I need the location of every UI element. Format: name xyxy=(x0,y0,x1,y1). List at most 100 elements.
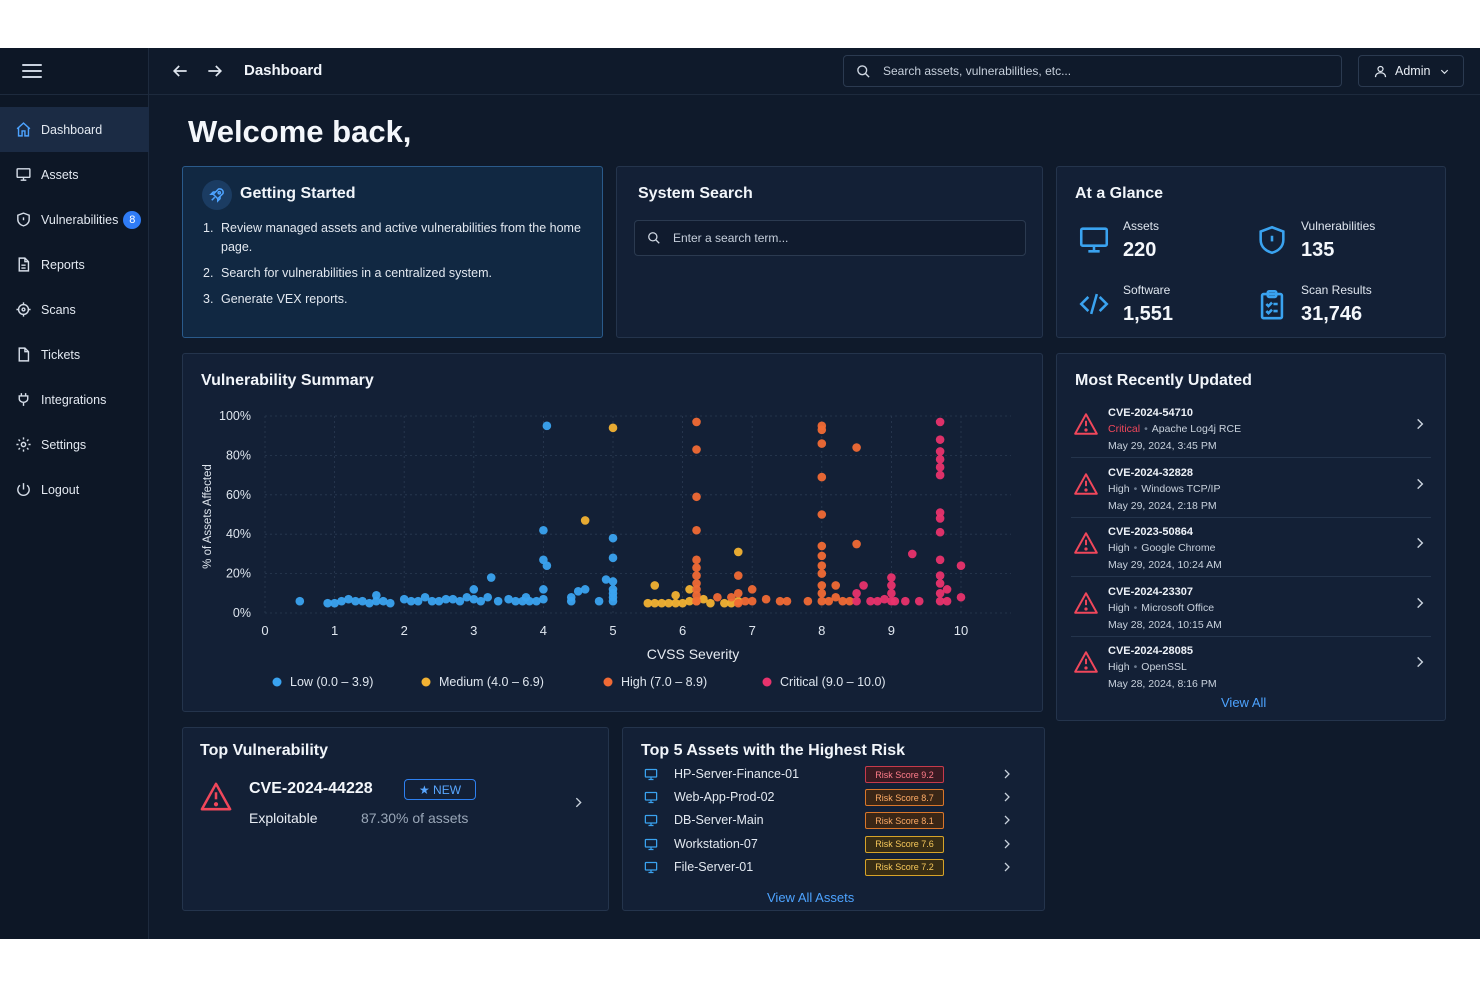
chevron-right-icon[interactable] xyxy=(572,795,585,810)
table-row[interactable]: File-Server-01 Risk Score 7.2 xyxy=(641,857,1031,879)
chevron-right-icon[interactable] xyxy=(1413,417,1427,431)
chevron-right-icon[interactable] xyxy=(1413,596,1427,610)
sidebar-item-scans[interactable]: Scans xyxy=(0,287,149,332)
vulnerability-summary-card: Vulnerability Summary 0 1 2 3 4 5 6 7 8 9 10 0% 20% 4… xyxy=(182,353,1043,712)
scatter-point xyxy=(720,598,729,608)
cve-id: CVE-2024-28085 xyxy=(1108,645,1194,657)
scatter-point xyxy=(817,561,827,571)
global-search[interactable] xyxy=(843,55,1342,87)
scatter-point xyxy=(692,563,701,572)
scatter-point xyxy=(608,577,618,586)
sidebar-item-reports[interactable]: Reports xyxy=(0,242,149,287)
scatter-point xyxy=(817,581,827,590)
scatter-point xyxy=(852,589,861,598)
shield-icon xyxy=(1259,225,1285,255)
table-row[interactable]: HP-Server-Finance-01 Risk Score 9.2 xyxy=(641,764,1031,786)
global-search-input[interactable] xyxy=(883,64,1341,78)
legend-swatch xyxy=(603,677,613,687)
getting-started-card: Getting Started 1. Review managed assets … xyxy=(182,166,603,338)
sidebar-item-label: Scans xyxy=(41,302,76,317)
menu-icon[interactable] xyxy=(22,64,42,78)
scatter-point xyxy=(817,510,827,519)
severity-label: High xyxy=(1108,542,1130,554)
exploitable-status: Exploitable xyxy=(249,810,318,826)
user-menu-button[interactable]: Admin xyxy=(1358,55,1464,87)
scatter-point xyxy=(330,598,339,608)
severity-label: Critical xyxy=(1108,423,1141,435)
chevron-right-icon[interactable] xyxy=(1001,768,1013,780)
scatter-point xyxy=(486,573,496,582)
scatter-point xyxy=(539,594,548,604)
table-row[interactable]: Web-App-Prod-02 Risk Score 8.7 xyxy=(641,787,1031,809)
severity-label: High xyxy=(1108,482,1130,495)
sidebar-item-vulnerabilities[interactable]: Vulnerabilities 8 xyxy=(0,197,149,242)
scatter-point xyxy=(351,596,360,606)
table-row[interactable]: DB-Server-Main Risk Score 8.1 xyxy=(641,810,1031,832)
back-arrow-icon[interactable] xyxy=(170,61,190,81)
top-assets-title: Top 5 Assets with the Highest Risk xyxy=(641,742,906,759)
chevron-right-icon[interactable] xyxy=(1001,838,1013,850)
list-item[interactable]: CVE-2024-32828 High • Windows TCP/IP May 29,… xyxy=(1071,458,1431,518)
sidebar-top xyxy=(0,48,148,95)
product-label: Windows TCP/IP xyxy=(1141,482,1221,495)
scatter-point xyxy=(692,492,701,502)
chevron-right-icon[interactable] xyxy=(1413,536,1427,550)
forward-arrow-icon[interactable] xyxy=(205,61,225,81)
monitor-icon xyxy=(644,792,658,804)
sidebar-item-tickets[interactable]: Tickets xyxy=(0,332,149,377)
page-title: Dashboard xyxy=(244,62,323,79)
clipboard-icon xyxy=(1260,289,1284,320)
search-icon xyxy=(648,232,660,244)
sidebar-item-settings[interactable]: Settings xyxy=(0,422,149,467)
chevron-down-icon xyxy=(1441,69,1449,74)
scatter-point xyxy=(880,594,889,604)
sidebar-nav: Dashboard Assets Vulnerabilities 8 Repor… xyxy=(0,107,149,512)
sidebar-item-assets[interactable]: Assets xyxy=(0,152,149,197)
scatter-point xyxy=(650,581,660,590)
scatter-point xyxy=(887,589,896,598)
list-item[interactable]: CVE-2024-28085 High • OpenSSL May 28, 2024, … xyxy=(1071,636,1431,696)
system-search-input[interactable] xyxy=(673,231,1025,245)
scatter-point xyxy=(935,589,945,598)
scatter-point xyxy=(385,598,395,608)
stat-scan-results[interactable]: Scan Results 31,746 xyxy=(1255,279,1372,326)
scatter-point xyxy=(831,592,841,602)
chevron-right-icon[interactable] xyxy=(1001,814,1013,826)
cve-id: CVE-2023-50864 xyxy=(1108,526,1194,538)
view-all-link[interactable]: View All xyxy=(1221,695,1267,710)
chevron-right-icon[interactable] xyxy=(1413,655,1427,669)
scatter-point xyxy=(852,539,861,549)
chevron-right-icon[interactable] xyxy=(1001,791,1013,803)
stat-assets[interactable]: Assets 220 xyxy=(1077,215,1159,262)
sidebar-item-label: Logout xyxy=(41,482,80,497)
stat-vulnerabilities[interactable]: Vulnerabilities 135 xyxy=(1255,215,1375,262)
legend-entry: High (7.0 – 8.9) xyxy=(621,675,707,689)
sidebar-item-dashboard[interactable]: Dashboard xyxy=(0,107,149,152)
scatter-point xyxy=(601,575,611,584)
asset-name: DB-Server-Main xyxy=(674,813,764,828)
severity-label: High xyxy=(1108,601,1130,614)
chevron-right-icon[interactable] xyxy=(1413,477,1427,491)
chevron-right-icon[interactable] xyxy=(1001,861,1013,873)
scatter-point xyxy=(845,596,854,606)
scatter-point xyxy=(483,592,493,602)
list-item[interactable]: CVE-2023-50864 High • Google Chrome May 29, … xyxy=(1071,517,1431,577)
system-search-box[interactable] xyxy=(634,220,1026,256)
stat-software[interactable]: Software 1,551 xyxy=(1077,279,1173,326)
top-vulnerability-card[interactable]: Top Vulnerability CVE-2024-44228 ★ NEW E… xyxy=(182,727,609,911)
scatter-point xyxy=(542,561,552,571)
scatter-point xyxy=(685,585,694,594)
list-item[interactable]: CVE-2024-54710 Critical • Apache Log4j RCE M… xyxy=(1071,398,1431,458)
scatter-point xyxy=(935,508,945,517)
sidebar-item-integrations[interactable]: Integrations xyxy=(0,377,149,422)
cve-id: CVE-2024-54710 xyxy=(1108,407,1194,419)
view-all-assets-link[interactable]: View All Assets xyxy=(767,890,855,905)
scatter-point xyxy=(817,589,827,598)
list-item[interactable]: CVE-2024-23307 High • Microsoft Office May 2… xyxy=(1071,577,1431,637)
monitor-icon xyxy=(1079,227,1109,253)
sidebar-item-logout[interactable]: Logout xyxy=(0,467,149,512)
table-row[interactable]: Workstation-07 Risk Score 7.6 xyxy=(641,834,1031,856)
system-search-card: System Search xyxy=(616,166,1043,338)
severity-label: High xyxy=(1108,661,1130,673)
scatter-point xyxy=(379,596,388,606)
